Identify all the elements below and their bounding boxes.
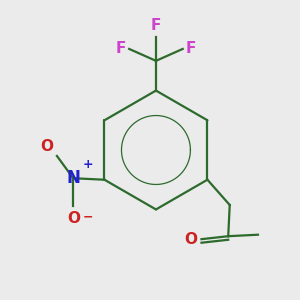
Text: N: N [66,169,80,187]
Text: −: − [83,211,94,224]
Text: +: + [83,158,94,171]
Text: F: F [116,41,126,56]
Text: O: O [40,139,53,154]
Text: F: F [186,41,196,56]
Text: O: O [67,211,80,226]
Text: F: F [151,19,161,34]
Text: O: O [184,232,197,247]
